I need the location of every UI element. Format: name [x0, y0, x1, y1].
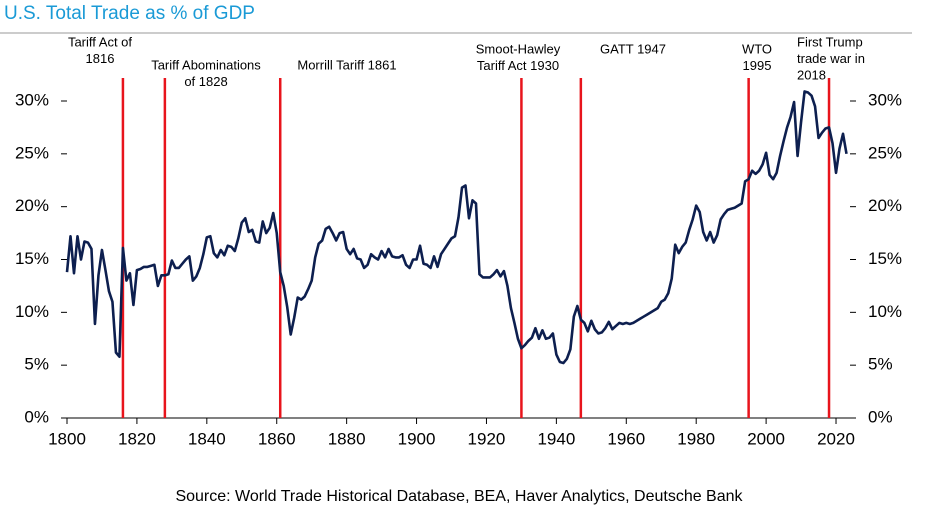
x-tick-label: 1820 [118, 429, 156, 448]
event-label: 1816 [86, 51, 115, 66]
y2-tick-label: 30% [868, 90, 902, 109]
y2-tick-label: 0% [868, 407, 893, 426]
event-label: 1995 [743, 58, 772, 73]
event-label: WTO [742, 41, 772, 56]
y-tick-label: 5% [24, 355, 49, 374]
event-label: Tariff Act 1930 [477, 58, 559, 73]
event-label: Smoot-Hawley [476, 41, 561, 56]
trade-line [65, 90, 848, 365]
x-tick-label: 1860 [258, 429, 296, 448]
y2-tick-label: 20% [868, 196, 902, 215]
event-label: GATT 1947 [600, 41, 666, 56]
y2-tick-label: 10% [868, 302, 902, 321]
y-tick-label: 30% [15, 90, 49, 109]
event-label: 2018 [797, 67, 826, 82]
y-tick-label: 15% [15, 249, 49, 268]
x-tick-label: 1900 [398, 429, 436, 448]
y-tick-label: 20% [15, 196, 49, 215]
x-tick-label: 1940 [537, 429, 575, 448]
event-label: of 1828 [184, 74, 227, 89]
event-label: First Trump [797, 34, 863, 49]
x-tick-label: 1880 [328, 429, 366, 448]
event-label: Morrill Tariff 1861 [297, 57, 396, 72]
event-label: trade war in [797, 51, 865, 66]
y2-tick-label: 5% [868, 355, 893, 374]
chart-title: U.S. Total Trade as % of GDP [4, 3, 255, 24]
y-tick-label: 10% [15, 302, 49, 321]
x-tick-label: 2020 [817, 429, 855, 448]
y2-tick-label: 15% [868, 249, 902, 268]
x-tick-label: 1920 [468, 429, 506, 448]
y-tick-label: 0% [24, 407, 49, 426]
x-tick-label: 1960 [607, 429, 645, 448]
y2-tick-label: 25% [868, 143, 902, 162]
x-tick-label: 2000 [747, 429, 785, 448]
event-label: Tariff Abominations [151, 57, 261, 72]
x-tick-label: 1800 [48, 429, 86, 448]
x-tick-label: 1980 [677, 429, 715, 448]
source-note: Source: World Trade Historical Database,… [175, 488, 743, 505]
y-tick-label: 25% [15, 143, 49, 162]
x-tick-label: 1840 [188, 429, 226, 448]
event-label: Tariff Act of [68, 34, 132, 49]
